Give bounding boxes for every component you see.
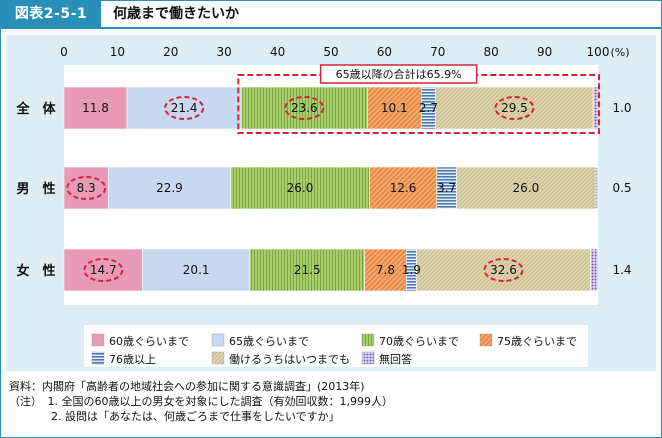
legend-swatch bbox=[479, 333, 493, 347]
source-note: 資料：内閣府「高齢者の地域社会への参加に関する意識調査」(2013年) bbox=[9, 380, 365, 393]
bar-segment bbox=[230, 166, 370, 210]
legend-label: 76歳以上 bbox=[109, 353, 156, 366]
legend-label: 75歳ぐらいまで bbox=[497, 335, 577, 348]
data-label: 29.5 bbox=[501, 101, 528, 115]
bar-segment bbox=[369, 166, 438, 210]
data-label: 12.6 bbox=[390, 181, 417, 195]
bar-segment bbox=[456, 166, 596, 210]
data-label: 1.9 bbox=[402, 263, 421, 277]
highlight-ellipse bbox=[494, 96, 535, 120]
x-unit-label: (%) bbox=[610, 46, 629, 59]
legend-box bbox=[84, 325, 588, 367]
bar-segment bbox=[367, 86, 422, 130]
highlight-ellipse bbox=[83, 258, 124, 282]
x-tick-label: 80 bbox=[484, 45, 499, 59]
bar-segment bbox=[590, 248, 599, 292]
bar-segment bbox=[63, 248, 143, 292]
highlight-ellipse bbox=[66, 176, 107, 200]
data-label: 20.1 bbox=[183, 263, 210, 277]
highlight-ellipse bbox=[483, 258, 524, 282]
data-label: 1.0 bbox=[612, 101, 631, 115]
bar-segment bbox=[63, 86, 128, 130]
data-label: 32.6 bbox=[490, 263, 517, 277]
category-label: 女 性 bbox=[16, 263, 55, 279]
legend-swatch bbox=[361, 333, 375, 347]
legend-swatch bbox=[211, 351, 225, 365]
x-tick-label: 30 bbox=[217, 45, 232, 59]
legend-swatch bbox=[361, 351, 375, 365]
data-label: 11.8 bbox=[82, 101, 109, 115]
category-label: 男 性 bbox=[16, 181, 55, 197]
bar-segment bbox=[240, 86, 368, 130]
bar-segment bbox=[416, 248, 591, 292]
bar-segment bbox=[592, 86, 599, 130]
legend-label: 働けるうちはいつまでも bbox=[229, 353, 350, 366]
note-1: （注） 1. 全国の60歳以上の男女を対象にした調査（有効回収数：1,999人） bbox=[9, 395, 393, 408]
data-label: 10.1 bbox=[381, 101, 408, 115]
legend-label: 70歳ぐらいまで bbox=[379, 335, 459, 348]
data-label: 7.8 bbox=[376, 263, 395, 277]
x-tick-label: 10 bbox=[110, 45, 125, 59]
data-label: 23.6 bbox=[291, 101, 318, 115]
x-tick-label: 0 bbox=[60, 45, 68, 59]
x-tick-label: 100 bbox=[587, 45, 610, 59]
callout-label: 65歳以降の合計は65.9% bbox=[336, 67, 462, 81]
data-label: 26.0 bbox=[287, 181, 314, 195]
legend-swatch bbox=[91, 333, 105, 347]
legend-label: 65歳ぐらいまで bbox=[229, 335, 309, 348]
x-tick-label: 40 bbox=[270, 45, 285, 59]
bar-segment bbox=[63, 166, 109, 210]
chart-panel: 0 10 20 30 40 50 60 70 80 90 100 (%) 全 体 11.8 21.4 23.… bbox=[6, 35, 656, 371]
x-tick-label: 90 bbox=[537, 45, 552, 59]
stacked-bar-chart: 0 10 20 30 40 50 60 70 80 90 100 (%) 全 体 11.8 21.4 23.… bbox=[15, 45, 632, 367]
legend-swatch bbox=[91, 351, 105, 365]
bar-segment bbox=[249, 248, 365, 292]
callout-label-box bbox=[319, 64, 478, 84]
data-label: 22.9 bbox=[156, 181, 183, 195]
data-label: 8.3 bbox=[77, 181, 96, 195]
notes-block: 資料：内閣府「高齢者の地域社会への参加に関する意識調査」(2013年) （注） … bbox=[9, 379, 649, 424]
data-label: 0.5 bbox=[612, 181, 631, 195]
bar-segment bbox=[126, 86, 242, 130]
data-label: 26.0 bbox=[513, 181, 540, 195]
figure-title-bar: 図表2-5-1 何歳まで働きたいか bbox=[1, 1, 661, 29]
figure-title: 何歳まで働きたいか bbox=[113, 6, 239, 22]
x-tick-label: 50 bbox=[323, 45, 338, 59]
note-2: 2. 設問は「あなたは、何歳ごろまで仕事をしたいですか」 bbox=[51, 410, 340, 423]
data-label: 21.5 bbox=[294, 263, 321, 277]
legend-label: 60歳ぐらいまで bbox=[109, 335, 189, 348]
data-label: 2.7 bbox=[419, 101, 438, 115]
x-tick-label: 60 bbox=[377, 45, 392, 59]
data-label: 3.7 bbox=[437, 181, 456, 195]
highlight-ellipse bbox=[164, 96, 205, 120]
data-label: 21.4 bbox=[171, 101, 198, 115]
x-tick-label: 20 bbox=[163, 45, 178, 59]
legend-label: 無回答 bbox=[379, 352, 412, 366]
figure-id-label: 図表2-5-1 bbox=[1, 1, 101, 27]
bar-segment bbox=[364, 248, 407, 292]
data-label: 14.7 bbox=[90, 263, 117, 277]
bar-segment bbox=[595, 166, 599, 210]
data-label: 1.4 bbox=[612, 263, 631, 277]
bar-segment bbox=[108, 166, 231, 210]
highlight-ellipse bbox=[284, 96, 325, 120]
bar-segment bbox=[435, 86, 594, 130]
legend-swatch bbox=[211, 333, 225, 347]
category-label: 全 体 bbox=[15, 101, 56, 117]
x-tick-label: 70 bbox=[430, 45, 445, 59]
